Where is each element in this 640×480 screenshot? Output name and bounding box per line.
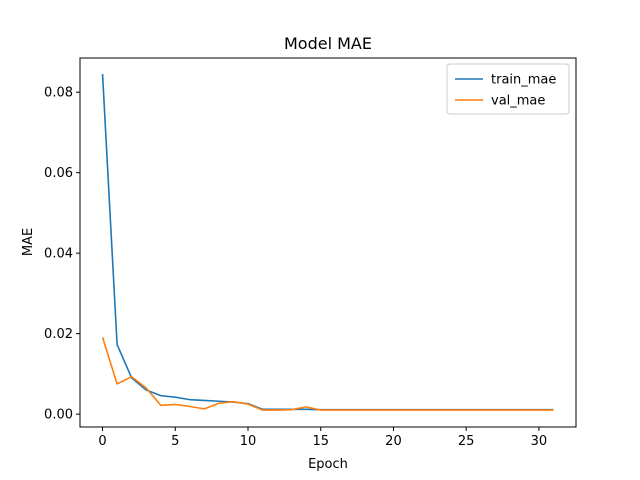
y-tick-label: 0.02: [44, 327, 73, 342]
y-tick-label: 0.06: [44, 166, 73, 181]
y-tick-label: 0.00: [44, 408, 73, 423]
legend-label-val_mae: val_mae: [491, 94, 545, 109]
plot-area: [101, 74, 554, 411]
x-tick-label: 25: [458, 434, 475, 449]
y-axis-label: MAE: [21, 228, 36, 256]
x-axis: 0 5 10 15 20 25 30: [98, 427, 547, 449]
series-line-train_mae: [101, 74, 554, 411]
x-tick-label: 15: [312, 434, 329, 449]
x-axis-label: Epoch: [308, 457, 348, 472]
x-tick-label: 0: [98, 434, 106, 449]
legend: train_mae val_mae: [446, 63, 570, 115]
chart-title: Model MAE: [284, 34, 372, 53]
legend-box: [446, 63, 570, 115]
series-line-val_mae: [101, 337, 554, 411]
x-tick-label: 30: [531, 434, 548, 449]
x-tick-label: 20: [385, 434, 402, 449]
y-axis: 0.00 0.02 0.04 0.06 0.08: [44, 86, 80, 423]
y-tick-label: 0.08: [44, 86, 73, 101]
x-tick-label: 10: [240, 434, 257, 449]
x-tick-label: 5: [171, 434, 179, 449]
y-tick-label: 0.04: [44, 247, 73, 262]
legend-label-train_mae: train_mae: [491, 73, 556, 88]
plot-frame: [79, 57, 577, 428]
